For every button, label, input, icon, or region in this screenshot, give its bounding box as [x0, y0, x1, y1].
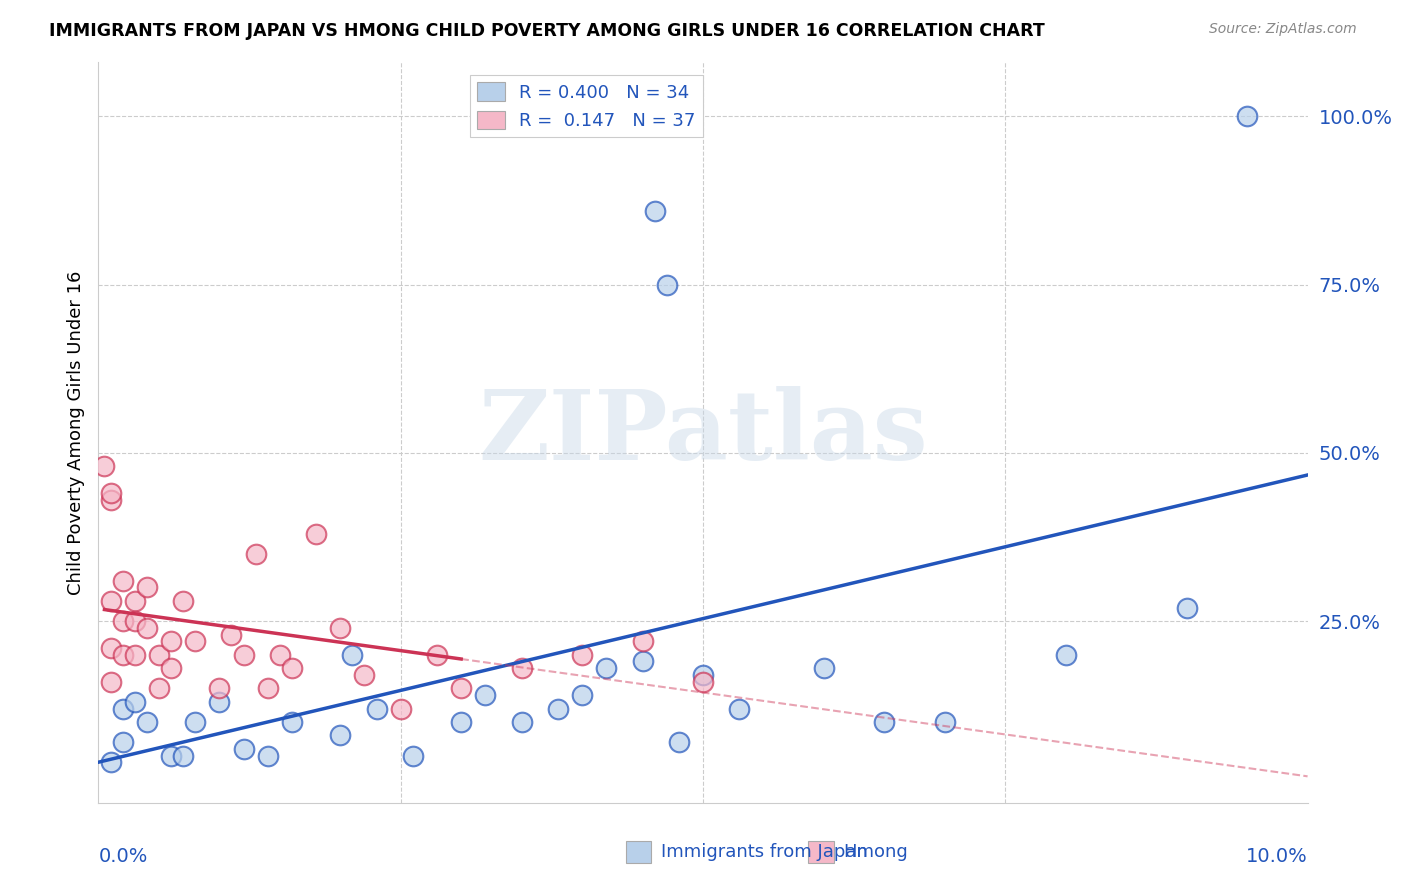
Point — [100, 674, 122, 689]
Point — [631, 655, 654, 669]
Point — [148, 681, 170, 696]
Point — [184, 714, 207, 729]
Y-axis label: Child Poverty Among Girls Under 16: Child Poverty Among Girls Under 16 — [66, 270, 84, 595]
Point — [366, 701, 388, 715]
Point — [329, 729, 352, 743]
Point — [595, 661, 617, 675]
Point — [269, 648, 291, 662]
Point — [571, 688, 593, 702]
Point — [148, 648, 170, 662]
Text: ZIPatlas: ZIPatlas — [478, 385, 928, 480]
Text: Immigrants from Japan: Immigrants from Japan — [661, 843, 868, 861]
Point — [135, 581, 157, 595]
Point — [100, 486, 122, 500]
Point — [100, 492, 122, 507]
Legend: R = 0.400   N = 34, R =  0.147   N = 37: R = 0.400 N = 34, R = 0.147 N = 37 — [470, 75, 703, 137]
Point — [135, 621, 157, 635]
Point — [160, 748, 183, 763]
Point — [571, 648, 593, 662]
Point — [208, 681, 231, 696]
Point — [111, 701, 134, 715]
Point — [100, 640, 122, 655]
Point — [728, 701, 751, 715]
Point — [1054, 648, 1077, 662]
Point — [172, 748, 194, 763]
Text: 0.0%: 0.0% — [98, 847, 148, 866]
Point — [1175, 600, 1198, 615]
Point — [111, 735, 134, 749]
Point — [281, 661, 304, 675]
Point — [342, 648, 364, 662]
Point — [668, 735, 690, 749]
Text: Hmong: Hmong — [844, 843, 908, 861]
Point — [1236, 109, 1258, 123]
Point — [644, 203, 666, 218]
Text: IMMIGRANTS FROM JAPAN VS HMONG CHILD POVERTY AMONG GIRLS UNDER 16 CORRELATION CH: IMMIGRANTS FROM JAPAN VS HMONG CHILD POV… — [49, 22, 1045, 40]
Point — [305, 526, 328, 541]
Point — [172, 594, 194, 608]
Point — [450, 714, 472, 729]
Point — [160, 634, 183, 648]
Point — [111, 614, 134, 628]
Point — [510, 714, 533, 729]
Point — [450, 681, 472, 696]
Point — [100, 594, 122, 608]
Point — [256, 681, 278, 696]
Point — [510, 661, 533, 675]
Point — [111, 574, 134, 588]
Point — [160, 661, 183, 675]
Point — [692, 668, 714, 682]
Point — [124, 594, 146, 608]
Point — [232, 648, 254, 662]
Point — [389, 701, 412, 715]
Text: 10.0%: 10.0% — [1246, 847, 1308, 866]
Point — [329, 621, 352, 635]
Point — [426, 648, 449, 662]
Point — [873, 714, 896, 729]
Point — [100, 756, 122, 770]
Point — [135, 714, 157, 729]
Point — [184, 634, 207, 648]
Point — [208, 695, 231, 709]
Point — [692, 674, 714, 689]
Point — [124, 614, 146, 628]
Point — [256, 748, 278, 763]
Text: Source: ZipAtlas.com: Source: ZipAtlas.com — [1209, 22, 1357, 37]
Point — [124, 695, 146, 709]
Point — [353, 668, 375, 682]
Point — [124, 648, 146, 662]
Point — [221, 627, 243, 641]
Point — [547, 701, 569, 715]
Point — [402, 748, 425, 763]
Point — [631, 634, 654, 648]
Point — [245, 547, 267, 561]
Point — [813, 661, 835, 675]
Point — [232, 742, 254, 756]
Point — [474, 688, 496, 702]
Point — [281, 714, 304, 729]
Point — [934, 714, 956, 729]
Point — [655, 277, 678, 292]
Point — [93, 459, 115, 474]
Point — [111, 648, 134, 662]
